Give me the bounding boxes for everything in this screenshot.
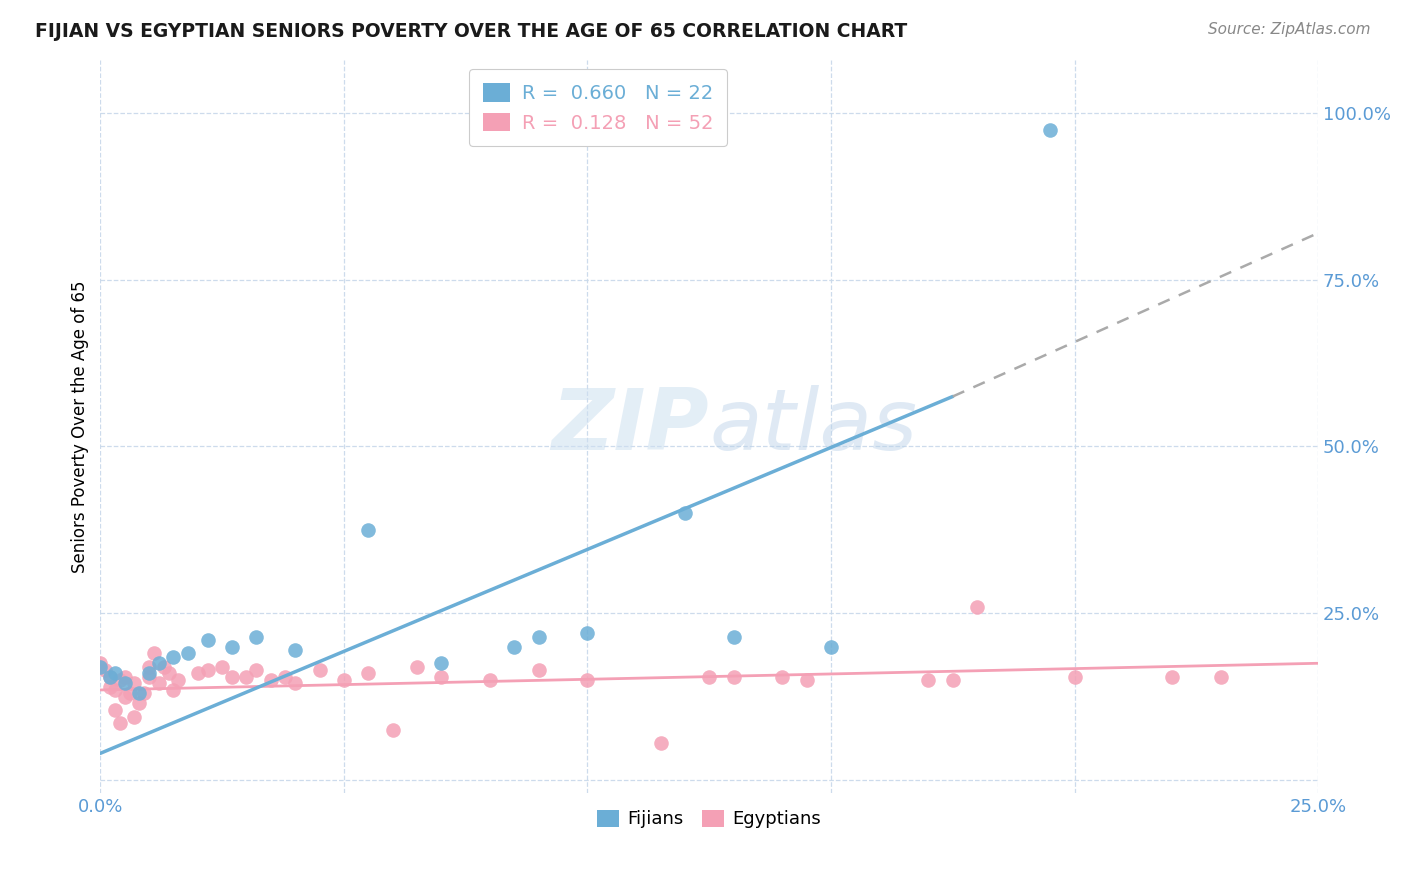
Point [430,657,453,671]
Point [527,630,550,644]
Point [114,676,136,690]
Point [124,676,146,690]
Point [148,657,170,671]
Point [1063,670,1085,684]
Point [1161,670,1184,684]
Point [260,673,283,687]
Point [527,663,550,677]
Point [152,659,174,673]
Point [108,716,131,731]
Point [723,670,745,684]
Point [357,523,380,537]
Point [197,632,219,647]
Point [770,670,793,684]
Point [98,680,121,694]
Point [177,646,200,660]
Point [108,673,131,687]
Point [796,673,818,687]
Point [479,673,502,687]
Point [381,723,404,737]
Point [917,673,939,687]
Point [89,659,111,673]
Text: Source: ZipAtlas.com: Source: ZipAtlas.com [1208,22,1371,37]
Point [94,663,117,677]
Point [308,663,330,677]
Point [723,630,745,644]
Point [942,673,965,687]
Point [114,690,136,704]
Point [118,686,141,700]
Point [98,670,121,684]
Point [274,670,297,684]
Point [820,640,842,654]
Point [89,657,111,671]
Point [245,630,267,644]
Point [167,673,190,687]
Point [162,682,184,697]
Point [406,659,429,673]
Point [245,663,267,677]
Point [576,626,599,640]
Point [187,666,209,681]
Point [697,670,720,684]
Point [104,682,127,697]
Text: ZIP: ZIP [551,385,709,468]
Point [197,663,219,677]
Point [1039,122,1062,136]
Point [211,659,233,673]
Point [650,736,672,750]
Point [98,670,121,684]
Legend: Fijians, Egyptians: Fijians, Egyptians [589,803,828,836]
Point [142,646,165,660]
Point [221,670,243,684]
Point [284,676,307,690]
Point [966,599,988,614]
Point [284,643,307,657]
Point [673,506,696,520]
Point [134,686,156,700]
Point [162,649,184,664]
Point [333,673,356,687]
Point [221,640,243,654]
Point [576,673,599,687]
Text: atlas: atlas [709,385,917,468]
Text: FIJIAN VS EGYPTIAN SENIORS POVERTY OVER THE AGE OF 65 CORRELATION CHART: FIJIAN VS EGYPTIAN SENIORS POVERTY OVER … [35,22,907,41]
Point [128,686,150,700]
Point [157,666,180,681]
Point [128,696,150,710]
Point [138,666,160,681]
Point [430,670,453,684]
Point [1209,670,1232,684]
Point [138,659,160,673]
Point [357,666,380,681]
Point [138,670,160,684]
Point [235,670,257,684]
Point [503,640,526,654]
Point [104,703,127,717]
Y-axis label: Seniors Poverty Over the Age of 65: Seniors Poverty Over the Age of 65 [72,280,89,573]
Point [148,676,170,690]
Point [124,709,146,723]
Point [114,670,136,684]
Point [104,666,127,681]
